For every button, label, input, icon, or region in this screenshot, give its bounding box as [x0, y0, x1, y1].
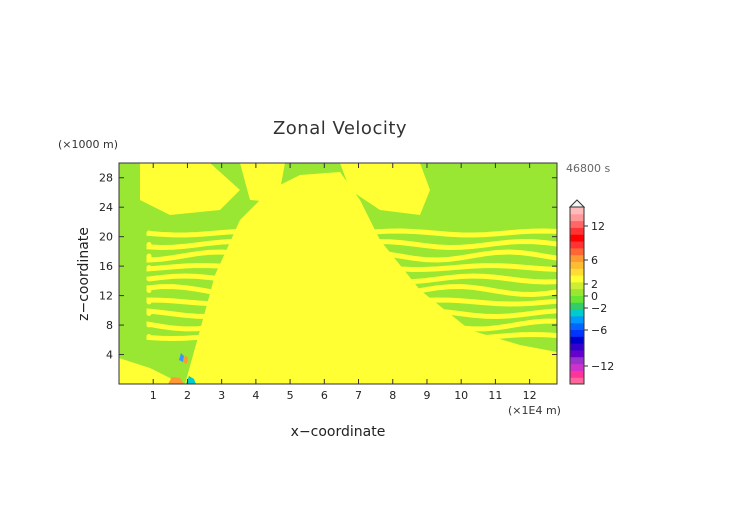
colorbar-segment: [570, 349, 584, 358]
colorbar-segment: [570, 377, 584, 385]
colorbar-segment: [570, 309, 584, 317]
y-scale-label: (×1000 m): [58, 138, 118, 151]
x-axis: 1 2 3 4 5 6 7 8 9 10 11 12: [150, 163, 537, 402]
colorbar-tick-label: −12: [591, 360, 614, 373]
colorbar-segment: [570, 254, 584, 262]
x-tick-label: 5: [287, 389, 294, 402]
x-tick-label: 11: [488, 389, 502, 402]
colorbar-segment: [570, 343, 584, 351]
x-tick-label: 1: [150, 389, 157, 402]
orange-feature: [168, 377, 184, 384]
colorbar-segment: [570, 295, 584, 303]
small-orange-feature: [183, 355, 188, 364]
chart-title: Zonal Velocity: [273, 118, 407, 139]
x-axis-label: x−coordinate: [291, 424, 386, 440]
x-tick-label: 2: [184, 389, 191, 402]
colorbar-segment: [570, 302, 584, 310]
colorbar-segment: [570, 275, 584, 283]
central-positive-region: [185, 172, 557, 384]
colorbar-segment: [570, 241, 584, 249]
plot-area: [119, 163, 557, 384]
x-tick-label: 12: [523, 389, 537, 402]
colorbar-segment: [570, 370, 584, 378]
colorbar-segment: [570, 281, 584, 290]
x-tick-label: 8: [389, 389, 396, 402]
colorbar: 12 6 20−2 −6 −12: [568, 199, 614, 385]
y-tick-label: 4: [106, 349, 113, 362]
colorbar-segment: [570, 234, 584, 242]
colorbar-tick-label: −6: [591, 324, 607, 337]
y-tick-label: 16: [99, 260, 113, 273]
x-tick-label: 4: [252, 389, 259, 402]
x-tick-label: 3: [218, 389, 225, 402]
colorbar-segment: [570, 261, 584, 269]
small-blue-feature: [179, 353, 184, 362]
y-axis: 4 8 12 16 20 24 28: [99, 172, 557, 362]
x-scale-label: (×1E4 m): [508, 404, 561, 417]
colorbar-segment: [570, 268, 584, 276]
x-tick-label: 10: [454, 389, 468, 402]
colorbar-segment: [570, 247, 584, 256]
upper-left-positive-region: [140, 163, 240, 215]
colorbar-segment: [570, 322, 584, 331]
colorbar-segment: [570, 363, 584, 371]
y-tick-label: 28: [99, 172, 113, 185]
velocity-features: [119, 163, 557, 384]
x-tick-label: 7: [355, 389, 362, 402]
colorbar-segment: [570, 315, 584, 324]
colorbar-tick-label: −2: [591, 302, 607, 315]
colorbar-tick-label: 0: [591, 290, 598, 303]
colorbar-segments: [570, 207, 584, 385]
colorbar-segment: [570, 220, 584, 228]
colorbar-segment: [570, 207, 584, 215]
colorbar-tick-label: 12: [591, 220, 605, 233]
left-positive-region: [119, 358, 178, 384]
cyan-feature: [186, 376, 196, 384]
colorbar-segment: [570, 356, 584, 365]
time-label: 46800 s: [566, 162, 610, 175]
upper-right-positive-region: [340, 163, 430, 215]
colorbar-overflow-triangle: [568, 199, 586, 208]
y-axis-label: z−coordinate: [76, 227, 92, 321]
x-tick-label: 6: [321, 389, 328, 402]
colorbar-segment: [570, 336, 584, 344]
colorbar-segment: [570, 288, 584, 296]
colorbar-ticks: 12 6 20−2 −6 −12: [584, 220, 614, 373]
plot-frame: [118, 162, 558, 385]
upper-mid-positive-region: [240, 163, 330, 205]
y-tick-label: 12: [99, 290, 113, 303]
y-tick-label: 20: [99, 231, 113, 244]
colorbar-tick-label: 6: [591, 254, 598, 267]
colorbar-segment: [570, 213, 584, 222]
colorbar-tick-label: 2: [591, 278, 598, 291]
y-tick-label: 24: [99, 201, 113, 214]
x-tick-label: 9: [423, 389, 430, 402]
colorbar-segment: [570, 329, 584, 337]
y-tick-label: 8: [106, 319, 113, 332]
colorbar-segment: [570, 227, 584, 235]
